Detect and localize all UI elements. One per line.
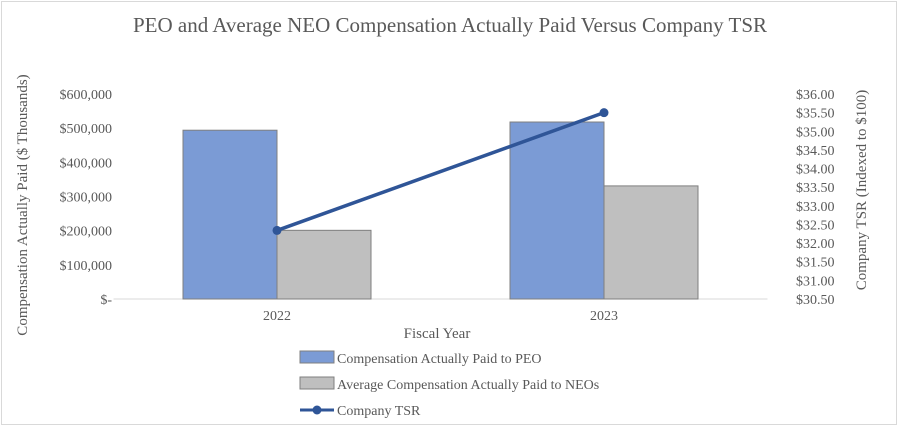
y2-tick-label: $31.00 (796, 274, 835, 289)
legend-label: Company TSR (337, 404, 421, 419)
legend-swatch (299, 376, 335, 390)
y2-tick-label: $30.50 (796, 293, 835, 308)
x-axis-label: Fiscal Year (404, 326, 471, 342)
y2-tick-label: $33.00 (796, 200, 835, 215)
x-tick-label: 2023 (590, 309, 618, 324)
y2-tick-label: $33.50 (796, 181, 835, 196)
y2-tick-label: $35.50 (796, 107, 835, 122)
y-tick-label: $500,000 (60, 122, 113, 137)
bar-peo-2023 (509, 121, 605, 300)
y2-tick-label: $36.00 (796, 88, 835, 103)
y2-tick-label: $34.50 (796, 144, 835, 159)
y-tick-label: $200,000 (60, 225, 113, 240)
legend-marker (312, 405, 322, 415)
x-tick-label: 2022 (263, 309, 291, 324)
tsr-point-2022 (272, 225, 282, 235)
y-tick-label: $600,000 (60, 88, 113, 103)
bar-peo-2022 (182, 129, 278, 300)
y2-axis-label: Company TSR (Indexed to $100) (854, 90, 870, 291)
y-tick-label: $400,000 (60, 156, 113, 171)
bar-neo-2022 (276, 229, 372, 300)
bar-neo-2023 (603, 185, 699, 300)
y-tick-label: $300,000 (60, 191, 113, 206)
y-axis-label: Compensation Actually Paid ($ Thousands) (15, 74, 31, 335)
y2-tick-label: $35.00 (796, 125, 835, 140)
legend-swatch (299, 350, 335, 364)
chart-title: PEO and Average NEO Compensation Actuall… (133, 13, 767, 37)
y2-tick-label: $31.50 (796, 256, 835, 271)
tsr-line (276, 110, 605, 233)
y-tick-label: $100,000 (60, 259, 113, 274)
legend-label: Compensation Actually Paid to PEO (337, 352, 542, 367)
tsr-point-2023 (599, 108, 609, 118)
y-tick-label: $- (100, 293, 112, 308)
y2-tick-label: $32.00 (796, 237, 835, 252)
legend-label: Average Compensation Actually Paid to NE… (337, 378, 599, 393)
y2-tick-label: $32.50 (796, 218, 835, 233)
y2-tick-label: $34.00 (796, 163, 835, 178)
